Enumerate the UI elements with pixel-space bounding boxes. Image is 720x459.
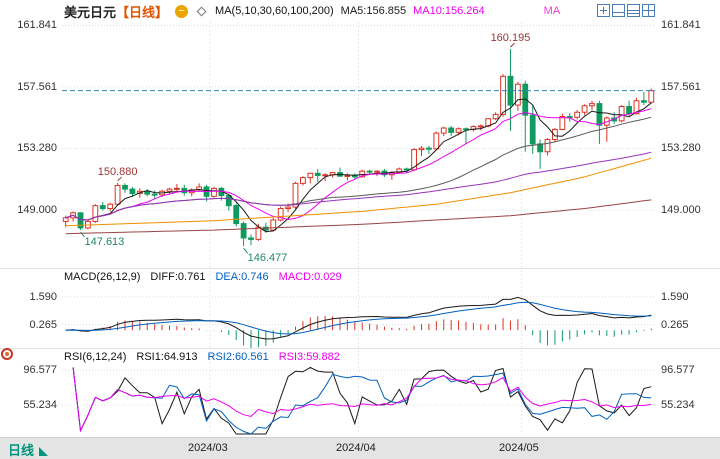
rsi-header: RSI(6,12,24) RSI1:64.913 RSI2:60.561 RSI…	[64, 351, 340, 363]
ma-lines-layer	[65, 98, 652, 235]
ma5-value-label: MA5:156.855	[340, 5, 407, 17]
gridlines	[62, 22, 655, 434]
macd-y-label-left: 1.590	[29, 291, 57, 303]
rsi-y-label-left: 96.577	[23, 364, 57, 376]
period-tab-daily[interactable]: 日线	[8, 440, 49, 459]
panel-separator	[0, 268, 720, 269]
svg-text:150.880: 150.880	[98, 166, 138, 178]
ma-settings-label[interactable]: MA(5,10,30,60,100,200)	[215, 5, 334, 17]
layout-three-pane-icon[interactable]	[627, 4, 640, 17]
svg-text:160.195: 160.195	[491, 32, 531, 44]
y-label-right: 153.280	[661, 142, 701, 154]
rsi-layer	[72, 366, 652, 435]
ma-truncated-label: MA	[543, 5, 561, 17]
layout-two-pane-icon[interactable]	[612, 4, 625, 17]
y-label-right: 161.841	[661, 19, 701, 31]
rsi-y-label-left: 55.234	[23, 399, 57, 411]
period-tab-label: 日线	[8, 443, 35, 458]
svg-text:146.477: 146.477	[248, 252, 288, 264]
macd-dea-label: DEA:0.746	[215, 271, 269, 283]
macd-title[interactable]: MACD(26,12,9)	[64, 271, 141, 283]
layout-grid-icon[interactable]	[642, 4, 655, 17]
collapse-icon[interactable]: −	[175, 4, 189, 18]
macd-y-label-left: 0.265	[29, 319, 57, 331]
y-label-left: 161.841	[17, 19, 57, 31]
y-label-left: 153.280	[17, 142, 57, 154]
macd-value-label: MACD:0.029	[278, 271, 342, 283]
rsi3-value-label: RSI3:59.882	[278, 351, 340, 363]
x-axis-month-label: 2024/05	[499, 442, 539, 454]
macd-layer	[65, 296, 652, 348]
layout-toolbar	[597, 4, 655, 17]
tab-corner-icon	[39, 447, 49, 456]
rsi1-value-label: RSI1:64.913	[136, 351, 198, 363]
macd-y-label-right: 1.590	[661, 291, 689, 303]
svg-text:147.613: 147.613	[85, 236, 125, 248]
bottom-bar: 日线 2024/03 2024/04 2024/05	[0, 437, 720, 459]
rsi-y-label-right: 55.234	[661, 399, 695, 411]
indicator-dot-icon[interactable]	[1, 348, 13, 360]
y-label-right: 157.561	[661, 81, 701, 93]
add-pane-icon[interactable]	[597, 4, 610, 17]
x-axis-month-label: 2024/03	[188, 442, 228, 454]
chart-header: 美元日元 【日线】 − MA(5,10,30,60,100,200) MA5:15…	[0, 0, 720, 22]
symbol-title: 美元日元	[64, 4, 117, 20]
period-tag: 【日线】	[116, 4, 169, 20]
y-label-left: 157.561	[17, 81, 57, 93]
price-annotations: 160.195 150.880 147.613 146.477	[80, 32, 531, 264]
macd-y-label-right: 0.265	[661, 319, 689, 331]
y-label-right: 149.000	[661, 204, 701, 216]
panel-separator	[0, 348, 720, 349]
ma10-value-label: MA10:156.264	[413, 5, 485, 17]
macd-header: MACD(26,12,9) DIFF:0.761 DEA:0.746 MACD:…	[64, 271, 342, 283]
y-label-left: 149.000	[17, 204, 57, 216]
rsi2-value-label: RSI2:60.561	[207, 351, 269, 363]
indicator-marker-icon	[196, 6, 207, 16]
rsi-y-label-right: 96.577	[661, 364, 695, 376]
x-axis-month-label: 2024/04	[336, 442, 376, 454]
macd-diff-label: DIFF:0.761	[150, 271, 206, 283]
rsi-title[interactable]: RSI(6,12,24)	[64, 351, 127, 363]
